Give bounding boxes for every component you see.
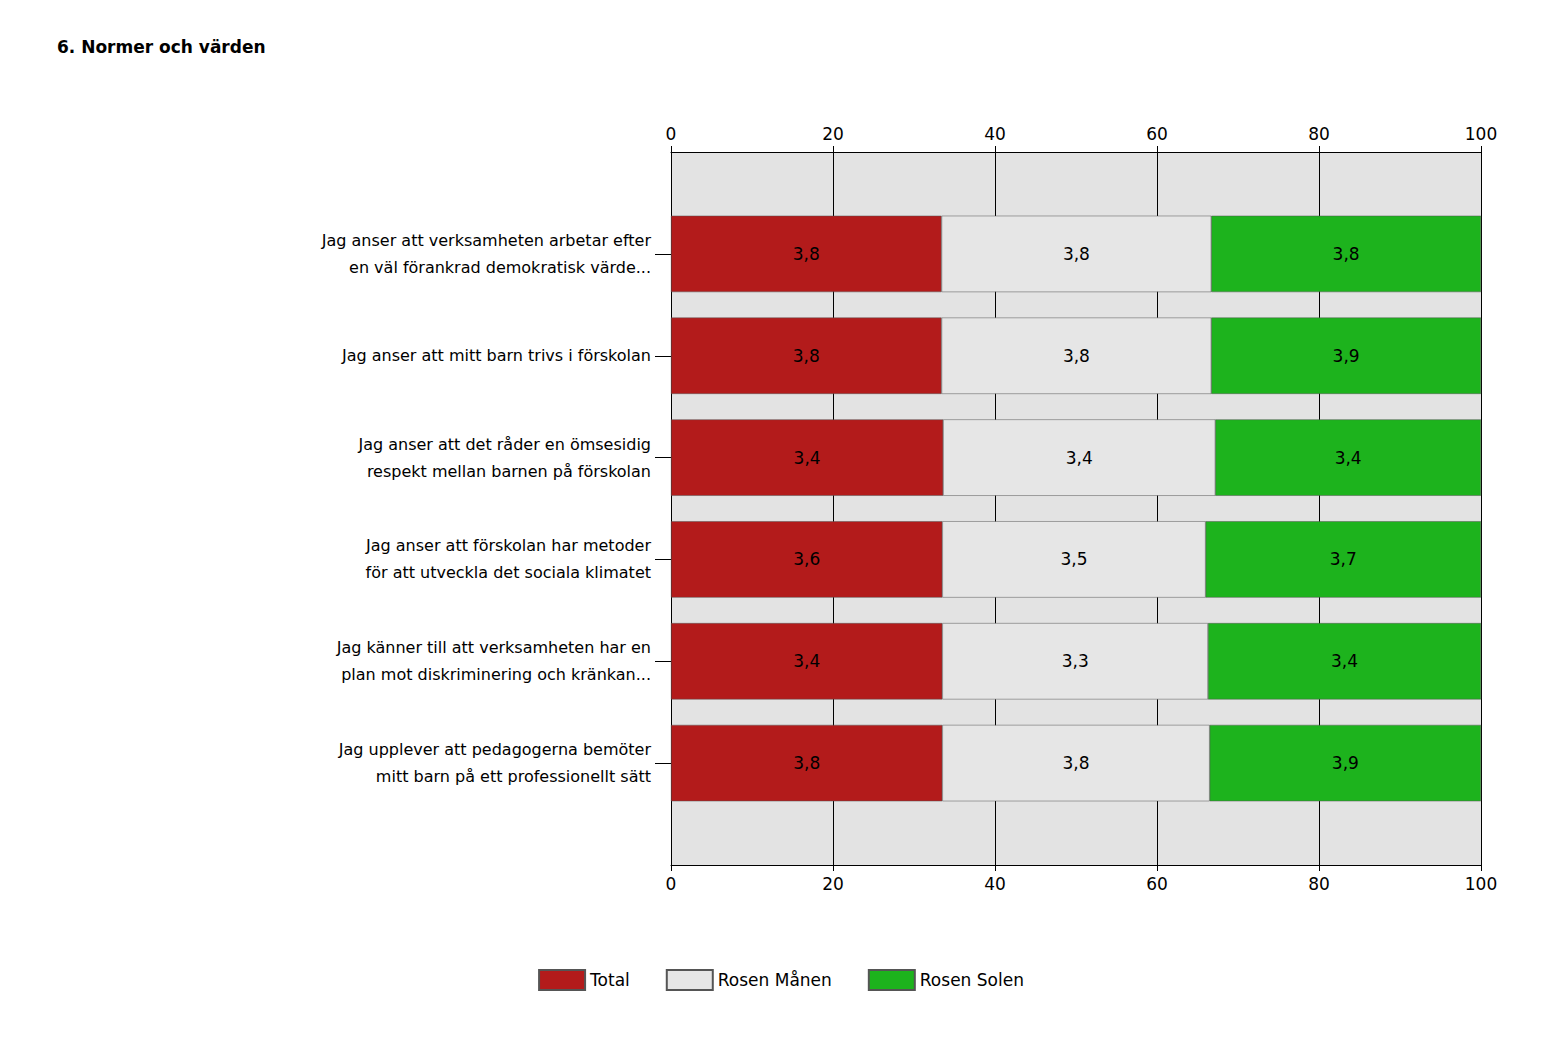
svg-text:3,4: 3,4 (793, 651, 820, 671)
svg-text:0: 0 (666, 124, 677, 144)
svg-text:60: 60 (1146, 874, 1168, 894)
svg-text:3,4: 3,4 (1335, 448, 1362, 468)
svg-text:3,7: 3,7 (1330, 549, 1357, 569)
svg-text:3,6: 3,6 (793, 549, 820, 569)
svg-text:Jag anser att mitt barn trivs: Jag anser att mitt barn trivs i förskola… (341, 346, 651, 365)
svg-text:3,8: 3,8 (793, 244, 820, 264)
svg-text:för att utveckla det sociala k: för att utveckla det sociala klimatet (366, 563, 651, 582)
svg-text:3,8: 3,8 (793, 346, 820, 366)
svg-text:Rosen Solen: Rosen Solen (920, 970, 1024, 990)
svg-text:Jag upplever att pedagogerna b: Jag upplever att pedagogerna bemöter (338, 740, 652, 759)
svg-text:3,8: 3,8 (1063, 346, 1090, 366)
svg-text:3,8: 3,8 (793, 753, 820, 773)
svg-text:20: 20 (822, 124, 844, 144)
svg-text:3,8: 3,8 (1333, 244, 1360, 264)
svg-text:3,3: 3,3 (1062, 651, 1089, 671)
svg-text:100: 100 (1465, 124, 1497, 144)
svg-text:100: 100 (1465, 874, 1497, 894)
svg-text:3,8: 3,8 (1062, 753, 1089, 773)
svg-text:Jag känner till att verksamhet: Jag känner till att verksamheten har en (336, 638, 651, 657)
svg-text:respekt mellan barnen på försk: respekt mellan barnen på förskolan (367, 462, 651, 481)
svg-text:mitt barn på ett professionell: mitt barn på ett professionellt sätt (376, 767, 651, 786)
svg-text:3,4: 3,4 (1066, 448, 1093, 468)
svg-text:6. Normer och värden: 6. Normer och värden (57, 37, 266, 57)
svg-text:3,9: 3,9 (1333, 346, 1360, 366)
svg-text:Jag anser att det råder en öms: Jag anser att det råder en ömsesidig (357, 435, 651, 454)
svg-text:Jag anser att förskolan har me: Jag anser att förskolan har metoder (365, 536, 651, 555)
svg-text:3,9: 3,9 (1332, 753, 1359, 773)
svg-text:Jag anser att verksamheten arb: Jag anser att verksamheten arbetar efter (321, 231, 652, 250)
svg-text:Total: Total (589, 970, 630, 990)
svg-text:3,4: 3,4 (1331, 651, 1358, 671)
svg-text:en väl förankrad demokratisk v: en väl förankrad demokratisk värde... (349, 258, 651, 277)
svg-text:80: 80 (1308, 874, 1330, 894)
svg-text:60: 60 (1146, 124, 1168, 144)
svg-text:Rosen Månen: Rosen Månen (718, 970, 832, 990)
svg-text:40: 40 (984, 124, 1006, 144)
svg-text:3,4: 3,4 (794, 448, 821, 468)
svg-text:3,5: 3,5 (1060, 549, 1087, 569)
svg-text:20: 20 (822, 874, 844, 894)
svg-text:3,8: 3,8 (1063, 244, 1090, 264)
svg-text:80: 80 (1308, 124, 1330, 144)
svg-text:plan mot diskriminering och kr: plan mot diskriminering och kränkan... (341, 665, 651, 684)
svg-text:40: 40 (984, 874, 1006, 894)
svg-text:0: 0 (666, 874, 677, 894)
